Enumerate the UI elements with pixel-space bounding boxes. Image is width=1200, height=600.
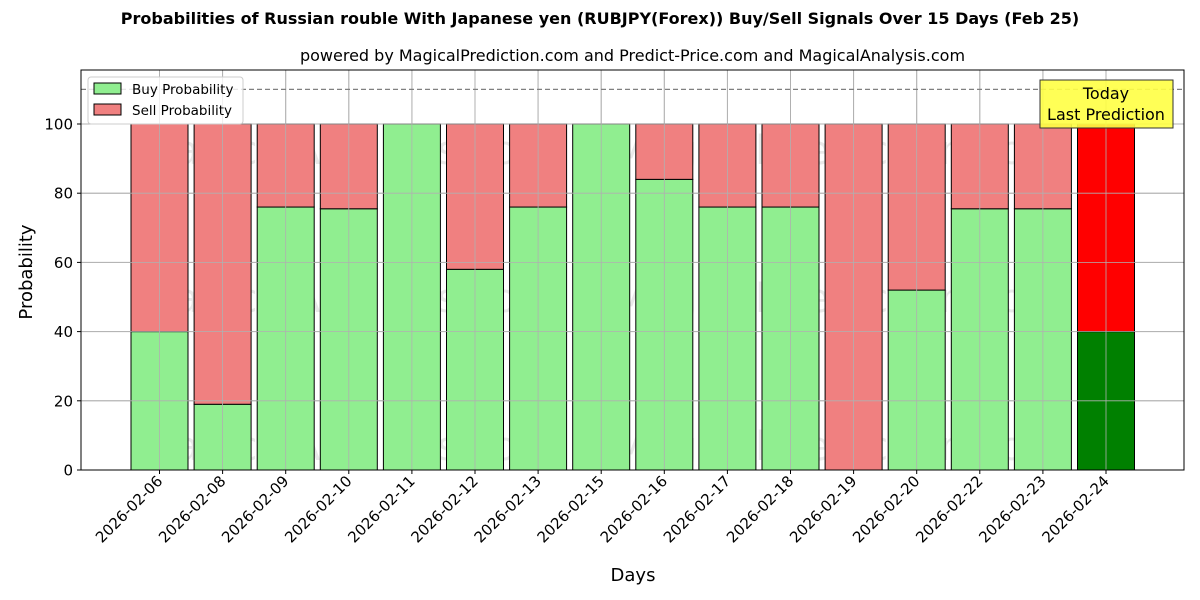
x-tick-label: 2026-02-22: [912, 472, 986, 546]
x-tick-label: 2026-02-06: [92, 472, 166, 546]
bars: [81, 70, 1184, 471]
chart-title: Probabilities of Russian rouble With Jap…: [120, 9, 1080, 28]
x-tick-label: 2026-02-19: [786, 472, 860, 546]
annotation-line1: Today: [1082, 84, 1129, 103]
plot-frame: [80, 69, 1185, 471]
legend: Buy Probability Sell Probability: [87, 76, 244, 125]
x-tick-label: 2026-02-08: [155, 472, 229, 546]
today-annotation: Today Last Prediction: [1039, 79, 1174, 129]
y-tick-label: 0: [63, 462, 73, 480]
x-tick-label: 2026-02-11: [344, 472, 418, 546]
x-tick-label: 2026-02-17: [660, 472, 734, 546]
x-tick-label: 2026-02-20: [849, 472, 923, 546]
y-axis-label: Probability: [16, 224, 37, 319]
y-tick-label: 20: [54, 392, 73, 410]
annotation-line2: Last Prediction: [1047, 105, 1165, 124]
x-axis: 2026-02-062026-02-082026-02-092026-02-10…: [92, 470, 1113, 546]
legend-buy-label: Buy Probability: [132, 82, 233, 98]
x-tick-label: 2026-02-15: [534, 472, 608, 546]
x-tick-label: 2026-02-09: [218, 472, 292, 546]
x-tick-label: 2026-02-18: [723, 472, 797, 546]
x-tick-label: 2026-02-23: [975, 472, 1049, 546]
x-axis-label: Days: [611, 565, 656, 586]
y-tick-label: 40: [54, 323, 73, 341]
y-tick-label: 60: [54, 254, 73, 272]
x-tick-label: 2026-02-16: [597, 472, 671, 546]
legend-sell-swatch: [93, 103, 122, 116]
x-tick-label: 2026-02-24: [1038, 472, 1112, 546]
y-tick-label: 80: [54, 185, 73, 203]
y-tick-label: 100: [44, 116, 73, 134]
x-tick-label: 2026-02-10: [281, 472, 355, 546]
legend-buy-swatch: [93, 82, 122, 95]
legend-sell-label: Sell Probability: [132, 103, 232, 119]
chart-subtitle: powered by MagicalPrediction.com and Pre…: [299, 46, 966, 65]
y-axis: 0 20 40 60 80 100: [44, 116, 81, 480]
x-tick-label: 2026-02-13: [471, 472, 545, 546]
x-tick-label: 2026-02-12: [407, 472, 481, 546]
